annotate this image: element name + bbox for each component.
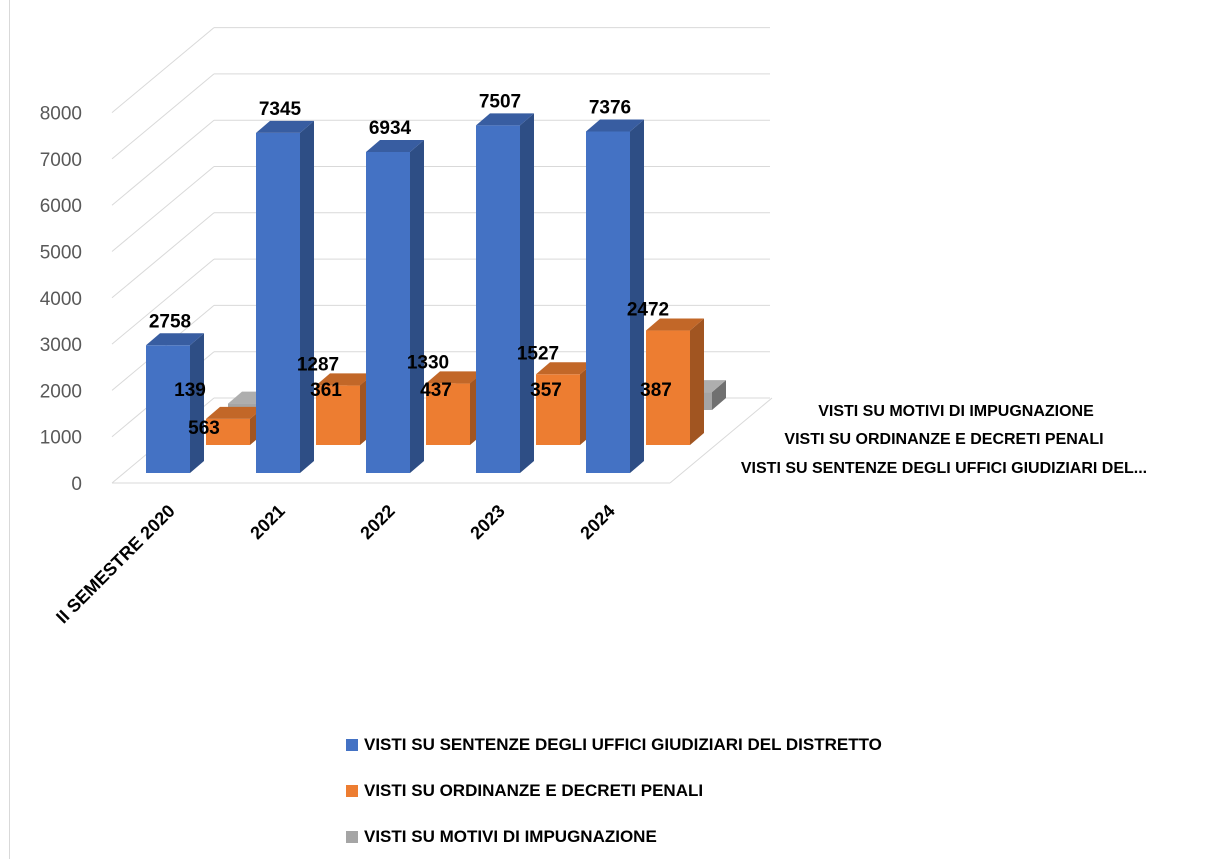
bar-top	[586, 119, 644, 132]
legend-item-sentenze[interactable]: VISTI SU SENTENZE DEGLI UFFICI GIUDIZIAR…	[346, 730, 1046, 760]
legend-swatch-ordinanze	[346, 785, 358, 797]
bar-top	[316, 373, 374, 386]
x-tick-label: 2023	[466, 501, 508, 543]
bar-side	[300, 120, 314, 473]
bar-side	[410, 139, 424, 473]
depth-axis-label: VISTI SU ORDINANZE E DECRETI PENALI	[784, 431, 1103, 448]
bar-front	[206, 418, 250, 445]
bar-top	[426, 371, 484, 384]
y-tick-label: 1000	[40, 428, 82, 449]
bar-front	[256, 132, 300, 473]
bar-front	[586, 131, 630, 473]
bar-front	[146, 345, 190, 473]
bar-top	[476, 113, 534, 126]
gridline-side	[111, 212, 215, 299]
y-tick-label: 6000	[40, 196, 82, 217]
y-tick-label: 2000	[40, 381, 82, 402]
y-tick-label: 4000	[40, 289, 82, 310]
y-tick-label: 5000	[40, 243, 82, 264]
bars	[146, 113, 726, 473]
data-label: 437	[420, 380, 452, 401]
data-label: 2758	[149, 311, 191, 332]
bar-top	[256, 120, 314, 133]
bar-side	[712, 380, 726, 410]
x-tick-label: 2022	[356, 501, 398, 543]
y-axis: 0 1000 2000 3000 4000 5000 6000 7000 8000	[40, 104, 82, 495]
data-label: 357	[530, 380, 562, 401]
bar-front	[476, 125, 520, 473]
data-label: 7507	[479, 91, 521, 112]
legend-swatch-sentenze	[346, 739, 358, 751]
data-label: 7376	[589, 97, 631, 118]
legend: VISTI SU SENTENZE DEGLI UFFICI GIUDIZIAR…	[346, 730, 1046, 868]
data-label: 1287	[297, 354, 339, 375]
bar-front	[426, 383, 470, 445]
bar-top	[206, 406, 264, 419]
bar-0-4	[586, 119, 644, 473]
bar-top	[366, 139, 424, 152]
data-label: 7345	[259, 99, 302, 120]
bar-front	[228, 403, 272, 410]
data-label: 361	[310, 380, 342, 401]
bar-0-1	[256, 120, 314, 473]
bar-front	[366, 151, 410, 473]
y-tick-label: 8000	[40, 104, 82, 125]
y-tick-label: 7000	[40, 150, 82, 171]
data-labels: 2758 7345 6934 7507 7376 563 1287 1330 1527 2472 1…	[149, 91, 672, 439]
data-label: 563	[188, 418, 220, 439]
gridline-side	[111, 166, 215, 252]
legend-swatch-impugnazione	[346, 831, 358, 843]
data-label: 139	[174, 380, 206, 401]
legend-item-ordinanze[interactable]: VISTI SU ORDINANZE E DECRETI PENALI	[346, 776, 1046, 806]
gridline-side	[111, 27, 215, 113]
data-label: 6934	[369, 118, 412, 139]
x-axis: II SEMESTRE 2020 2021 2022 2023 2024	[52, 501, 619, 628]
x-tick-label: 2024	[576, 501, 618, 543]
legend-item-impugnazione[interactable]: VISTI SU MOTIVI DI IMPUGNAZIONE	[346, 822, 1046, 852]
y-tick-label: 3000	[40, 335, 82, 356]
gridline-side	[111, 258, 215, 345]
legend-label-impugnazione: VISTI SU MOTIVI DI IMPUGNAZIONE	[364, 827, 657, 846]
bar-front	[536, 374, 580, 445]
bar-front	[316, 385, 360, 445]
depth-axis-label: VISTI SU SENTENZE DEGLI UFFICI GIUDIZIAR…	[741, 460, 1147, 477]
chart-border	[9, 0, 10, 859]
gridline-side	[111, 73, 215, 160]
x-tick-label: 2021	[246, 501, 288, 543]
bar-1-4	[646, 318, 704, 445]
data-label: 1527	[517, 343, 559, 364]
depth-axis: VISTI SU MOTIVI DI IMPUGNAZIONE VISTI SU …	[741, 403, 1147, 477]
bar-0-2	[366, 139, 424, 473]
data-label: 387	[640, 380, 672, 401]
x-tick-label: II SEMESTRE 2020	[52, 501, 179, 628]
bar-top	[536, 362, 594, 375]
depth-axis-label: VISTI SU MOTIVI DI IMPUGNAZIONE	[818, 403, 1094, 420]
bar-top	[146, 333, 204, 346]
bar-side	[190, 333, 204, 473]
gridline-side	[111, 119, 215, 206]
bar-0-3	[476, 113, 534, 473]
data-label: 2472	[627, 300, 669, 321]
bar-side	[690, 318, 704, 445]
legend-label-sentenze: VISTI SU SENTENZE DEGLI UFFICI GIUDIZIAR…	[364, 735, 882, 754]
legend-label-ordinanze: VISTI SU ORDINANZE E DECRETI PENALI	[364, 781, 704, 800]
y-tick-label: 0	[71, 474, 82, 495]
floor-right-edge	[669, 397, 773, 484]
bar-top	[646, 318, 704, 331]
bar-side	[520, 113, 534, 473]
data-label: 1330	[407, 352, 449, 373]
bar-1-3	[536, 362, 594, 445]
bar-front	[646, 330, 690, 445]
bar-0-0	[146, 333, 204, 473]
bar-side	[630, 119, 644, 473]
chart-3d-column: 0 1000 2000 3000 4000 5000 6000 7000 8000 2758 734…	[40, 27, 1147, 628]
